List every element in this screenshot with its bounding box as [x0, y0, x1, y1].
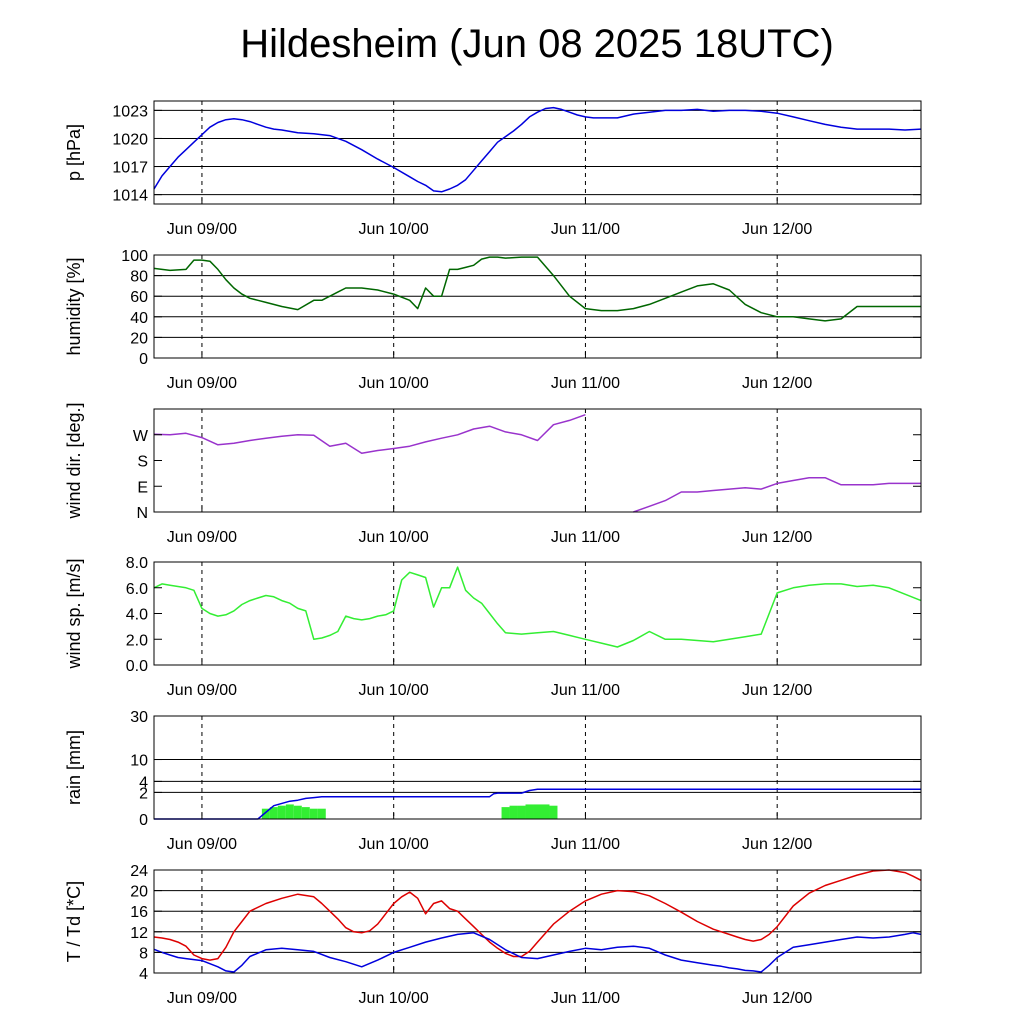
series-line-temperature-1-0: [153, 932, 922, 973]
xtick-label-wind_speed-2: Jun 11/00: [551, 682, 620, 699]
rain-bar-3: [285, 804, 294, 819]
rain-bar-8: [501, 807, 510, 819]
ytick-label-pressure-1: 1017: [112, 160, 148, 177]
rain-bar-4: [293, 805, 302, 819]
rain-bar-5: [301, 807, 310, 819]
rain-bar-9: [509, 805, 518, 819]
plot-frame-pressure: [153, 100, 922, 205]
xtick-label-rain-1: Jun 10/00: [359, 836, 429, 853]
plot-frame-wind_dir: [153, 408, 922, 513]
series-line-temperature-0-0: [153, 869, 922, 961]
rain-bar-12: [533, 804, 542, 819]
xtick-label-humidity-3: Jun 12/00: [742, 375, 812, 392]
rain-bar-1: [269, 807, 278, 819]
ytick-label-pressure-3: 1023: [112, 103, 148, 120]
ylabel-humidity: humidity [%]: [64, 257, 84, 355]
rain-bar-6: [309, 808, 318, 819]
panel-wind_speed: 0.0 2.0 4.0 6.0 8.0 Jun 09/00 Jun 10/00 Jun 11/…: [64, 555, 922, 699]
chart-title: Hildesheim (Jun 08 2025 18UTC): [240, 22, 834, 66]
series-line-pressure-0-0: [153, 106, 922, 193]
ytick-label-wind_speed-0: 0.0: [126, 658, 148, 675]
ytick-label-humidity-4: 80: [130, 269, 148, 286]
plot-frame-humidity: [153, 254, 922, 359]
xtick-label-humidity-2: Jun 11/00: [551, 375, 620, 392]
ytick-label-pressure-0: 1014: [112, 188, 148, 205]
series-line-wind_speed-0-0: [153, 566, 922, 648]
rain-bar-2: [277, 805, 286, 819]
xtick-label-temperature-2: Jun 11/00: [551, 990, 620, 1007]
ytick-label-temperature-5: 24: [130, 863, 148, 880]
rain-bar-7: [317, 808, 326, 819]
rain-bar-0: [261, 808, 270, 819]
plot-frame-temperature: [153, 869, 922, 974]
series-line-wind_dir-0-0: [153, 413, 586, 455]
ytick-label-temperature-4: 20: [130, 884, 148, 901]
rain-bar-14: [549, 805, 558, 819]
rain-bar-10: [517, 805, 526, 819]
panel-pressure: 1014 1017 1020 1023 Jun 09/00 Jun 10/00 Jun 11…: [64, 100, 922, 238]
ytick-label-humidity-2: 40: [130, 310, 148, 327]
plot-frame-wind_speed: [153, 561, 922, 666]
xtick-label-wind_dir-0: Jun 09/00: [167, 529, 237, 546]
xtick-label-wind_speed-0: Jun 09/00: [167, 682, 237, 699]
ylabel-pressure: p [hPa]: [64, 124, 84, 181]
ylabel-wind_dir: wind dir. [deg.]: [64, 402, 84, 519]
xtick-label-humidity-0: Jun 09/00: [167, 375, 237, 392]
ytick-label-rain-1: 2: [139, 785, 148, 802]
ytick-label-wind_speed-3: 6.0: [126, 581, 148, 598]
ytick-label-rain-3: 10: [130, 753, 148, 770]
xtick-label-wind_speed-3: Jun 12/00: [742, 682, 812, 699]
plot-frame-rain: [153, 715, 922, 820]
series-line-wind_dir-0-3: [633, 476, 921, 513]
rain-bar-11: [525, 804, 534, 819]
ytick-label-wind_speed-4: 8.0: [126, 555, 148, 572]
ytick-label-temperature-2: 12: [130, 925, 148, 942]
xtick-label-wind_dir-2: Jun 11/00: [551, 529, 620, 546]
xtick-label-pressure-2: Jun 11/00: [551, 221, 620, 238]
ytick-label-humidity-5: 100: [121, 248, 148, 265]
rain-bar-13: [541, 804, 550, 819]
ytick-label-wind_dir-2: S: [137, 454, 148, 471]
ytick-label-rain-0: 0: [139, 812, 148, 829]
ytick-label-wind_speed-1: 2.0: [126, 632, 148, 649]
xtick-label-temperature-1: Jun 10/00: [359, 990, 429, 1007]
xtick-label-temperature-0: Jun 09/00: [167, 990, 237, 1007]
xtick-label-rain-0: Jun 09/00: [167, 836, 237, 853]
series-line-humidity-0-0: [153, 256, 921, 322]
ylabel-rain: rain [mm]: [64, 730, 84, 805]
ytick-label-humidity-3: 60: [130, 289, 148, 306]
ytick-label-rain-2: 4: [139, 774, 148, 791]
ylabel-wind_speed: wind sp. [m/s]: [64, 558, 84, 669]
ytick-label-rain-4: 30: [130, 709, 148, 726]
xtick-label-temperature-3: Jun 12/00: [742, 990, 812, 1007]
ytick-label-wind_dir-1: E: [137, 479, 148, 496]
panel-rain: 0 24 10 30 Jun 09/00 Jun 10/00 Jun 11/00 Jun 12…: [64, 709, 922, 853]
ytick-label-wind_dir-3: W: [133, 428, 149, 445]
xtick-label-humidity-1: Jun 10/00: [359, 375, 429, 392]
panel-humidity: 0 20 40 60 80 100 Jun 09/00 Jun 10/00 Jun 11/00 J…: [64, 248, 922, 392]
series-line-rain-0-0: [154, 788, 921, 820]
ytick-label-wind_speed-2: 4.0: [126, 607, 148, 624]
xtick-label-pressure-0: Jun 09/00: [167, 221, 237, 238]
xtick-label-wind_dir-1: Jun 10/00: [359, 529, 429, 546]
ytick-label-temperature-3: 16: [130, 904, 148, 921]
ylabel-temperature: T / Td [*C]: [64, 881, 84, 962]
xtick-label-wind_speed-1: Jun 10/00: [359, 682, 429, 699]
panel-temperature: 4 8 12 16 20 24 Jun 09/00 Jun 10/00 Jun 11/00 Jun…: [64, 863, 922, 1007]
xtick-label-rain-3: Jun 12/00: [742, 836, 812, 853]
ytick-label-temperature-0: 4: [139, 966, 148, 983]
xtick-label-rain-2: Jun 11/00: [551, 836, 620, 853]
ytick-label-humidity-0: 0: [139, 351, 148, 368]
xtick-label-wind_dir-3: Jun 12/00: [742, 529, 812, 546]
ytick-label-humidity-1: 20: [130, 330, 148, 347]
ytick-label-wind_dir-0: N: [136, 505, 148, 522]
xtick-label-pressure-1: Jun 10/00: [359, 221, 429, 238]
xtick-label-pressure-3: Jun 12/00: [742, 221, 812, 238]
ytick-label-pressure-2: 1020: [112, 131, 148, 148]
ytick-label-temperature-1: 8: [139, 945, 148, 962]
